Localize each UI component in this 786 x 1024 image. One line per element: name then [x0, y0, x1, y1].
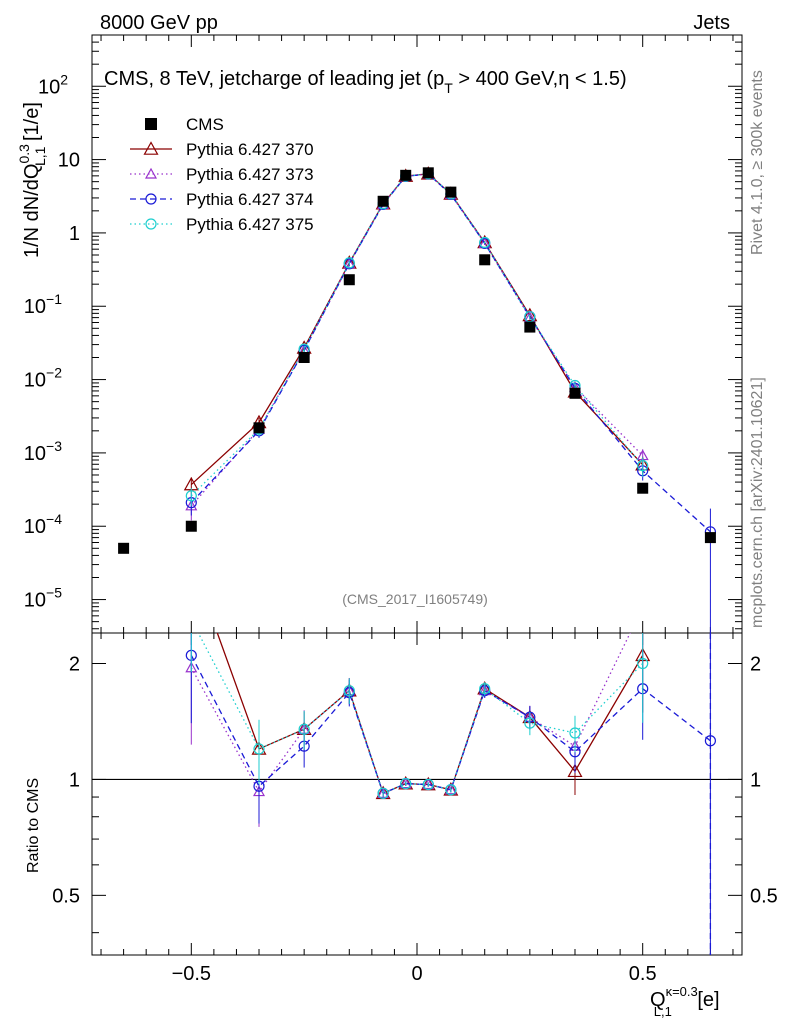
point-marker [143, 141, 159, 155]
plot-title: CMS, 8 TeV, jetcharge of leading jet (pT… [104, 68, 627, 96]
cms-data-point [400, 169, 412, 181]
point-marker [422, 778, 435, 790]
point-marker [422, 778, 434, 791]
legend-entry-0: CMS [145, 115, 224, 134]
y-tick-label: 10−5 [24, 585, 62, 612]
y-tick-label: 10 [58, 150, 80, 172]
legend-entry-4: Pythia 6.427 375 [130, 215, 314, 234]
legend-label: CMS [186, 115, 224, 134]
point-marker [637, 657, 649, 670]
y-tick-label: 10−4 [24, 511, 62, 538]
rivet-label: Rivet 4.1.0, ≥ 300k events [749, 70, 766, 255]
point-marker [569, 727, 581, 739]
x-tick-label: −0.5 [172, 963, 211, 985]
point-marker [144, 167, 158, 179]
point-marker [185, 554, 198, 566]
y-axis-label: 1/N dN/dQ0.3L,1 [1/e] [16, 102, 48, 258]
cms-data-point [524, 321, 536, 333]
point-marker [145, 193, 157, 205]
ratio-line [190, 633, 631, 795]
ratio-tick-label: 1 [69, 769, 80, 791]
legend-label: Pythia 6.427 375 [186, 215, 314, 234]
ratio-plot-frame [91, 632, 743, 956]
point-marker [637, 460, 649, 472]
x-tick-label: 0.5 [629, 963, 657, 985]
ratio-line [216, 633, 644, 795]
mc-series-0-ratio [185, 554, 651, 800]
y-tick-label: 10−2 [24, 365, 62, 392]
point-marker [638, 602, 648, 611]
ratio-line [197, 633, 644, 795]
point-marker [567, 763, 583, 778]
header-right: Jets [693, 12, 730, 34]
cms-data-point [185, 520, 197, 532]
point-marker [253, 743, 265, 755]
legend-marker [145, 118, 157, 130]
point-marker [479, 236, 491, 249]
ratio-tick-label-right: 1 [750, 769, 761, 791]
ratio-tick-label-right: 0.5 [750, 885, 778, 907]
ratio-line [190, 655, 711, 795]
analysis-id: (CMS_2017_I1605749) [342, 591, 488, 607]
point-marker [185, 490, 197, 502]
x-axis-label: Qκ=0.3 L,1 [e] [650, 984, 720, 1019]
cms-data-point [298, 352, 310, 364]
legend-label: Pythia 6.427 374 [186, 190, 314, 209]
cms-data-point [377, 195, 389, 207]
point-marker [298, 723, 310, 735]
legend-entry-3: Pythia 6.427 374 [130, 190, 314, 209]
point-marker [343, 685, 355, 697]
mcplots-label: mcplots.cern.ch [arXiv:2401.10621] [749, 377, 766, 628]
legend-label: Pythia 6.427 370 [186, 140, 314, 159]
y-tick-label: 10−1 [24, 291, 62, 318]
cms-data-point [569, 387, 581, 399]
cms-data-point [422, 167, 434, 179]
point-marker [524, 717, 536, 729]
cms-data-point [445, 186, 457, 198]
cms-data-point [253, 422, 265, 434]
point-marker [145, 218, 157, 230]
cms-data-points [118, 167, 716, 554]
point-marker [377, 787, 389, 799]
cms-data-point [637, 482, 649, 494]
point-marker [400, 778, 412, 790]
y-tick-label: 10−3 [24, 438, 62, 465]
cms-data-point [704, 532, 716, 544]
legend-entry-2: Pythia 6.427 373 [130, 165, 314, 184]
y-tick-label: 102 [38, 71, 68, 98]
point-marker [445, 784, 457, 796]
ratio-y-axis-label: Ratio to CMS [25, 778, 42, 873]
legend-label: Pythia 6.427 373 [186, 165, 314, 184]
point-marker [479, 683, 491, 695]
header-left: 8000 GeV pp [100, 12, 218, 34]
point-marker [343, 257, 355, 269]
legend-entry-1: Pythia 6.427 370 [130, 140, 314, 159]
cms-data-point [343, 274, 355, 286]
ratio-tick-label: 0.5 [52, 885, 80, 907]
ratio-tick-label: 2 [69, 653, 80, 675]
mc-series-2-main [185, 168, 717, 633]
x-tick-label: 0 [411, 963, 422, 985]
point-marker [522, 307, 538, 322]
series-line [190, 173, 644, 497]
ratio-tick-label-right: 2 [750, 653, 761, 675]
cms-data-point [118, 542, 130, 554]
mc-series-3-ratio [190, 633, 649, 799]
mc-series-2-ratio [185, 633, 717, 955]
cms-data-point [479, 254, 491, 266]
y-tick-label: 1 [69, 223, 80, 245]
